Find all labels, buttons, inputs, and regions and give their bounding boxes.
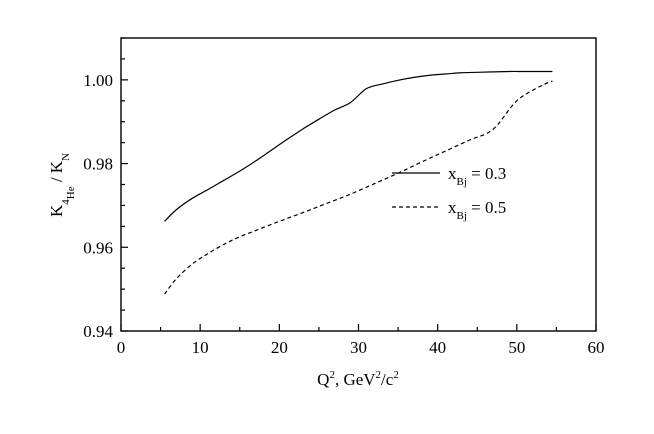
x-tick-label: 20 [271, 338, 288, 357]
y-tick-label: 0.94 [83, 322, 113, 341]
x-tick-label: 10 [192, 338, 209, 357]
series-line-solid [164, 70, 553, 222]
legend-label-0: xBj = 0.3 [448, 164, 506, 188]
x-tick-label: 50 [508, 338, 525, 357]
x-tick-label: 40 [429, 338, 446, 357]
x-tick-label: 30 [350, 338, 367, 357]
y-tick-label: 1.00 [83, 71, 113, 90]
legend-label-1: xBj = 0.5 [448, 198, 506, 222]
series-group [164, 70, 553, 295]
x-tick-label: 60 [588, 338, 605, 357]
x-tick-label: 0 [117, 338, 126, 357]
plot-frame [120, 37, 597, 332]
y-ticks: 0.94 0.96 0.98 1.00 [83, 37, 128, 341]
x-axis-title: Q2, GeV2/c2 [317, 369, 399, 389]
series-line-dashed [164, 80, 553, 295]
y-tick-label: 0.96 [83, 238, 113, 257]
legend: xBj = 0.3 xBj = 0.5 [392, 164, 506, 222]
y-axis-title: K4He / KN [47, 153, 77, 217]
y-tick-label: 0.98 [83, 155, 113, 174]
x-ticks: 0 10 20 30 40 50 60 [117, 324, 605, 357]
